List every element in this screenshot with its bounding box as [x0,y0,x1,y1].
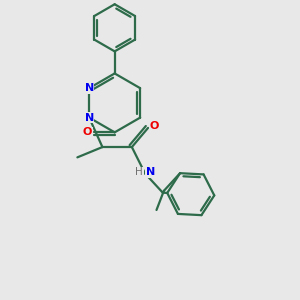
Text: O: O [83,127,92,137]
Text: O: O [150,122,159,131]
Text: N: N [85,112,94,123]
Text: H: H [135,167,143,177]
Text: N: N [146,167,155,177]
Text: N: N [85,83,94,93]
